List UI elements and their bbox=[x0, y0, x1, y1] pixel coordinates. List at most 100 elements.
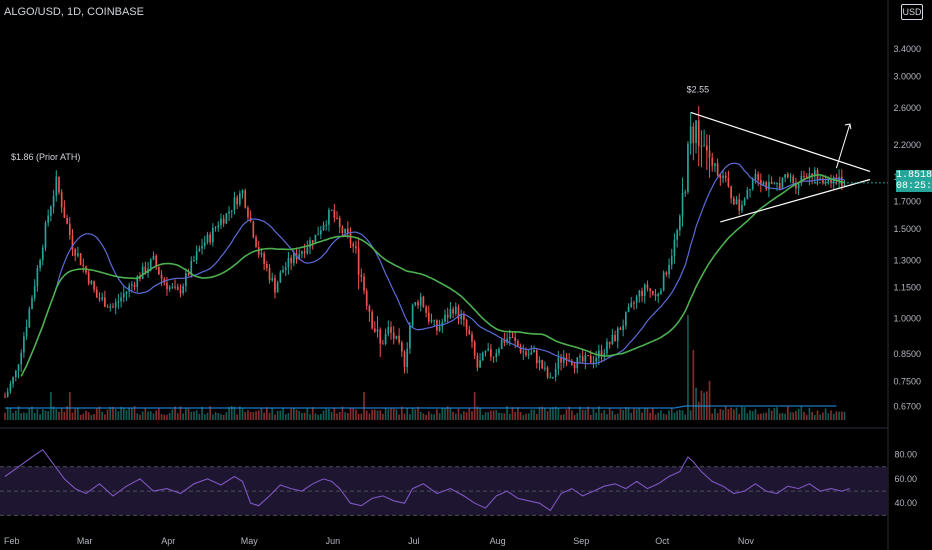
volume-bar bbox=[263, 412, 265, 420]
candle-body bbox=[565, 357, 568, 361]
volume-bar bbox=[427, 411, 430, 420]
candle-body bbox=[93, 281, 95, 290]
candle-body bbox=[684, 191, 687, 194]
candle-body bbox=[705, 145, 708, 151]
candle-body bbox=[719, 175, 722, 179]
volume-bar bbox=[319, 413, 322, 420]
candle-body bbox=[52, 195, 55, 207]
candle-body bbox=[759, 180, 762, 185]
volume-bar bbox=[498, 412, 500, 420]
volume-bar bbox=[104, 414, 106, 420]
volume-bar bbox=[549, 408, 552, 420]
candle-body bbox=[12, 377, 14, 384]
candle-body bbox=[403, 351, 406, 368]
candle-body bbox=[217, 225, 220, 228]
candle-body bbox=[241, 190, 244, 194]
volume-bar bbox=[355, 409, 357, 420]
volume-bar bbox=[160, 414, 163, 420]
candle-body bbox=[414, 302, 417, 305]
volume-bar bbox=[746, 413, 749, 420]
volume-bar bbox=[139, 414, 141, 420]
currency-badge[interactable]: USD bbox=[901, 4, 923, 20]
candle-body bbox=[670, 256, 673, 265]
volume-bar bbox=[171, 409, 174, 420]
candle-body bbox=[635, 296, 638, 303]
volume-bar bbox=[654, 414, 657, 420]
candle-body bbox=[503, 340, 506, 343]
volume-bar bbox=[571, 410, 573, 420]
candle-body bbox=[274, 278, 276, 293]
volume-bar bbox=[93, 414, 95, 420]
candle-body bbox=[114, 302, 117, 308]
volume-bar bbox=[816, 410, 819, 420]
volume-bar bbox=[349, 407, 352, 420]
candle-body bbox=[198, 248, 201, 252]
volume-bar bbox=[452, 411, 454, 420]
volume-bar bbox=[830, 410, 832, 420]
volume-bar bbox=[292, 407, 295, 420]
volume-bar bbox=[152, 413, 155, 420]
candle-body bbox=[757, 173, 759, 181]
volume-bar bbox=[517, 407, 519, 420]
candle-body bbox=[39, 260, 41, 269]
volume-bar bbox=[12, 412, 14, 420]
candle-body bbox=[336, 217, 338, 219]
candle-body bbox=[630, 302, 633, 307]
volume-bar bbox=[535, 413, 538, 420]
candle-body bbox=[314, 234, 317, 244]
candle-body bbox=[716, 163, 719, 176]
volume-bar bbox=[454, 413, 457, 420]
candle-body bbox=[573, 364, 576, 369]
volume-bar bbox=[217, 413, 220, 420]
candle-body bbox=[711, 157, 714, 166]
candle-body bbox=[263, 253, 265, 265]
candle-body bbox=[6, 391, 9, 397]
candle-body bbox=[365, 290, 368, 307]
candle-body bbox=[811, 173, 813, 177]
candle-body bbox=[341, 227, 344, 234]
volume-bar bbox=[522, 414, 525, 420]
volume-bar bbox=[77, 407, 79, 420]
candle-body bbox=[133, 284, 136, 287]
candle-body bbox=[463, 315, 465, 321]
candle-body bbox=[128, 285, 131, 292]
candle-body bbox=[306, 247, 309, 254]
volume-bar bbox=[781, 412, 784, 420]
candle-body bbox=[776, 183, 778, 185]
candle-body bbox=[511, 336, 514, 338]
time-axis-label: Jun bbox=[326, 536, 341, 546]
candle-body bbox=[517, 341, 519, 347]
ma-slow-line bbox=[20, 173, 845, 377]
candle-body bbox=[654, 294, 657, 297]
volume-bar bbox=[82, 413, 85, 420]
volume-bar bbox=[608, 407, 611, 420]
candle-body bbox=[371, 311, 373, 329]
candle-body bbox=[68, 223, 71, 236]
volume-bar bbox=[225, 412, 228, 420]
candle-body bbox=[74, 249, 77, 256]
candle-body bbox=[58, 176, 60, 193]
volume-bar bbox=[236, 414, 238, 420]
candle-body bbox=[36, 268, 39, 286]
time-axis-label: May bbox=[241, 536, 259, 546]
rsi-axis-label: 60.00 bbox=[894, 474, 917, 484]
volume-bar bbox=[754, 409, 757, 420]
candle-body bbox=[398, 335, 400, 343]
price-annotation: $2.55 bbox=[687, 84, 710, 94]
price-annotation: $1.86 (Prior ATH) bbox=[11, 152, 80, 162]
candle-body bbox=[233, 197, 236, 211]
volume-bar bbox=[460, 413, 463, 420]
candle-body bbox=[751, 178, 754, 189]
volume-bar bbox=[770, 410, 773, 420]
candle-body bbox=[117, 301, 120, 303]
volume-bar bbox=[190, 411, 193, 420]
volume-bar bbox=[158, 408, 160, 420]
candle-body bbox=[498, 349, 500, 354]
volume-bar bbox=[557, 408, 560, 420]
volume-bar bbox=[55, 409, 58, 420]
volume-bar bbox=[314, 413, 317, 420]
candle-body bbox=[55, 176, 58, 196]
volume-bar bbox=[6, 407, 9, 420]
candle-body bbox=[14, 370, 17, 378]
